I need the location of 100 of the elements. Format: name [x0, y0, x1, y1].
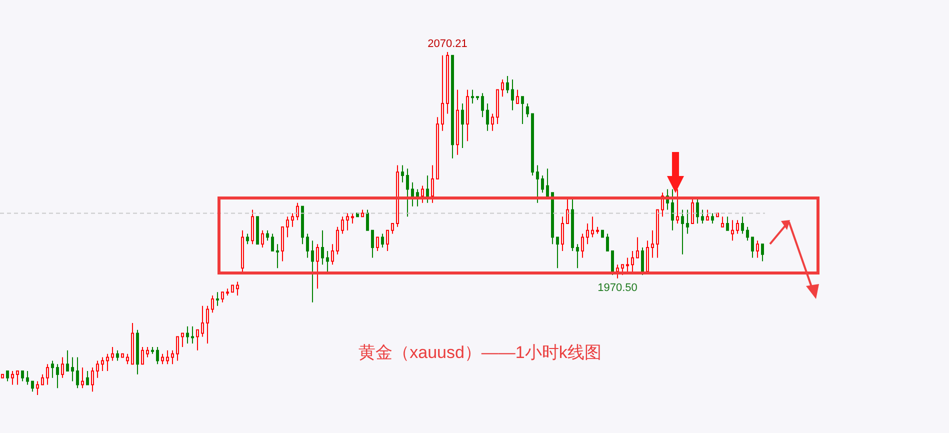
candlestick: [696, 198, 699, 224]
candlestick: [686, 209, 689, 234]
candlestick: [26, 370, 29, 386]
candlestick: [56, 364, 59, 389]
candlestick: [186, 326, 189, 344]
candlestick: [36, 380, 39, 395]
candlestick: [486, 102, 489, 132]
candlestick: [181, 332, 184, 348]
candlestick: [401, 164, 404, 183]
candlestick: [196, 329, 199, 351]
candlestick: [86, 370, 89, 386]
candlestick: [61, 356, 64, 378]
candlestick: [521, 96, 524, 125]
candlestick: [671, 188, 674, 231]
candlestick: [251, 209, 254, 245]
candlestick: [446, 52, 449, 114]
candlestick: [576, 244, 579, 269]
candlestick: [636, 236, 639, 258]
candlestick: [131, 322, 134, 365]
candlestick: [586, 223, 589, 245]
candlestick: [306, 233, 309, 258]
candlestick: [66, 350, 69, 372]
candlestick: [11, 370, 14, 386]
candlestick: [396, 164, 399, 228]
candlestick: [241, 230, 244, 272]
candlestick: [481, 92, 484, 118]
candlestick: [166, 350, 169, 365]
candlestick: [681, 209, 684, 255]
candlestick: [726, 216, 729, 231]
candlestick: [201, 305, 204, 338]
candlestick: [496, 89, 499, 125]
candlestick: [136, 329, 139, 375]
candlestick: [331, 244, 334, 266]
candlestick: [501, 78, 504, 98]
candlestick: [441, 54, 444, 132]
candlestick: [96, 360, 99, 378]
candlestick: [466, 89, 469, 142]
candlestick: [741, 216, 744, 234]
candlestick: [676, 188, 679, 224]
candlestick: [321, 230, 324, 266]
candlestick: [436, 116, 439, 180]
candlestick: [206, 305, 209, 344]
candlestick: [461, 102, 464, 149]
candlestick: [301, 206, 304, 245]
candlestick: [431, 164, 434, 204]
candlestick: [471, 89, 474, 104]
candlestick: [291, 212, 294, 228]
candlestick: [756, 240, 759, 258]
candlestick: [316, 244, 319, 290]
candlestick: [656, 209, 659, 258]
candlestick: [286, 216, 289, 238]
candlestick: [566, 198, 569, 224]
candlestick: [351, 212, 354, 224]
candlestick: [46, 364, 49, 386]
candlestick: [451, 54, 454, 159]
candlestick: [556, 236, 559, 269]
candlestick: [416, 188, 419, 207]
candlestick: [111, 346, 114, 362]
candlestick: [561, 216, 564, 252]
candlestick: [506, 76, 509, 94]
candlestick: [406, 168, 409, 218]
candlestick: [386, 230, 389, 252]
candlestick: [371, 230, 374, 258]
candlestick: [276, 244, 279, 269]
candlestick: [511, 78, 514, 111]
candlestick: [731, 220, 734, 242]
candlestick: [426, 174, 429, 204]
candlestick: [81, 367, 84, 389]
candlestick: [236, 281, 239, 296]
candlestick: [76, 356, 79, 389]
candlestick: [491, 113, 494, 132]
candlestick: [171, 350, 174, 365]
candlestick: [631, 250, 634, 272]
candlestick: [51, 360, 54, 378]
candlestick: [581, 233, 584, 258]
candlestick: [16, 370, 19, 386]
candlestick: [721, 216, 724, 228]
candlestick: [751, 236, 754, 258]
candlestick: [516, 89, 519, 104]
candlestick: [651, 230, 654, 258]
candlestick: [551, 192, 554, 245]
candlestick: [456, 89, 459, 156]
candlestick: [701, 209, 704, 224]
candlestick: [346, 212, 349, 231]
candlestick: [411, 182, 414, 207]
candlestick: [591, 216, 594, 238]
candlestick: [626, 257, 629, 272]
candlestick: [216, 292, 219, 306]
candlestick: [571, 198, 574, 252]
candlestick: [311, 240, 314, 303]
annotation: 2070.21: [428, 38, 468, 50]
candlestick: [91, 367, 94, 392]
candlestick: [646, 240, 649, 272]
candlestick: [536, 164, 539, 204]
text: 黄金（xauusd）——1小时k线图: [358, 342, 602, 364]
annotation: 1970.50: [598, 282, 638, 294]
candlestick: [106, 353, 109, 372]
candlestick: [101, 356, 104, 372]
candlestick: [546, 168, 549, 197]
candlestick: [326, 250, 329, 272]
